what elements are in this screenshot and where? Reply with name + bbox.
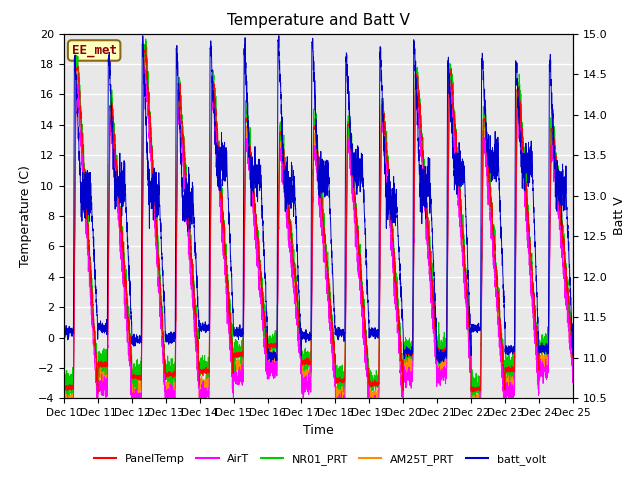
X-axis label: Time: Time — [303, 424, 334, 437]
Y-axis label: Batt V: Batt V — [613, 197, 626, 235]
Text: EE_met: EE_met — [72, 44, 116, 57]
Title: Temperature and Batt V: Temperature and Batt V — [227, 13, 410, 28]
Legend: PanelTemp, AirT, NR01_PRT, AM25T_PRT, batt_volt: PanelTemp, AirT, NR01_PRT, AM25T_PRT, ba… — [90, 450, 550, 469]
Y-axis label: Temperature (C): Temperature (C) — [19, 165, 32, 267]
